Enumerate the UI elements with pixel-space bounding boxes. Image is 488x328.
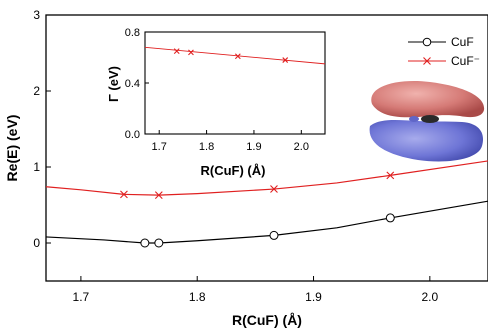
main-series-0-point	[385, 213, 395, 223]
legend-entry-cuf: CuF	[408, 35, 474, 49]
main-y-tick-label: 3	[33, 8, 40, 22]
inset-x-tick-label: 1.7	[152, 141, 167, 153]
main-x-tick-label: 1.8	[189, 290, 206, 304]
main-series-0-point	[269, 230, 279, 240]
inset-series-0-point	[282, 57, 289, 63]
orbital-atom-small-lobe	[409, 116, 419, 122]
legend-label-cuf: CuF	[451, 35, 474, 49]
main-x-tick-label: 1.9	[305, 290, 322, 304]
inset-x-tick-label: 1.9	[246, 141, 261, 153]
inset-y-tick-label: 0.0	[125, 129, 140, 141]
inset-x-ticks: 1.7 1.8 1.9 2.0	[152, 130, 309, 153]
main-x-tick-label: 1.7	[73, 290, 90, 304]
inset-y-tick-label: 0.8	[125, 27, 140, 39]
main-plot-area: 1.7 1.8 1.9 2.0 0 1 2 3	[33, 8, 488, 304]
main-series-1-point	[154, 191, 163, 200]
main-x-axis-label: R(CuF) (Å)	[232, 312, 302, 328]
legend-label-cuf-anion: CuF⁻	[451, 54, 480, 68]
main-series-group	[45, 160, 488, 248]
orbital-lobe-red	[371, 80, 485, 118]
main-series-1-point	[120, 190, 128, 199]
inset-series-0-point	[173, 48, 180, 55]
main-y-tick-label: 0	[33, 236, 40, 250]
main-x-ticks: 1.7 1.8 1.9 2.0	[73, 276, 439, 304]
main-y-tick-label: 1	[33, 160, 40, 174]
inset-y-ticks: 0.0 0.4 0.8	[125, 27, 149, 141]
inset-y-axis-label: Γ (eV)	[106, 66, 121, 102]
legend-marker-cuf	[422, 37, 432, 47]
main-x-tick-label: 2.0	[421, 290, 438, 304]
inset-x-axis-label: R(CuF) (Å)	[201, 163, 266, 178]
legend: CuF CuF⁻	[408, 35, 480, 68]
main-plot-frame	[45, 14, 488, 282]
main-y-ticks: 0 1 2 3	[33, 8, 51, 250]
main-series-1-point	[386, 171, 395, 180]
main-y-tick-label: 2	[33, 84, 40, 98]
orbital-atom-core	[421, 115, 439, 123]
main-series-0-point	[140, 238, 150, 248]
orbital-lobe-blue	[369, 120, 484, 162]
inset-plot-frame	[144, 31, 326, 135]
inset-plot: 1.7 1.8 1.9 2.0 0.0 0.4 0.8 R(CuF) (Å) Γ (eV)	[106, 27, 326, 178]
main-series-1-point	[270, 185, 278, 193]
inset-x-tick-label: 2.0	[294, 141, 309, 153]
inset-series-0-point	[234, 53, 241, 60]
main-series-1-line	[45, 160, 488, 196]
inset-series-group	[144, 46, 326, 65]
molecular-orbital-image	[369, 80, 485, 162]
main-series-0-point	[154, 238, 164, 248]
legend-marker-cuf-anion	[423, 57, 431, 65]
main-y-axis-label: Re(E) (eV)	[4, 115, 20, 182]
inset-y-tick-label: 0.4	[125, 78, 140, 90]
inset-series-0-point	[188, 49, 194, 56]
legend-entry-cuf-anion: CuF⁻	[408, 54, 480, 68]
inset-x-tick-label: 1.8	[199, 141, 214, 153]
main-series-0-line	[45, 200, 488, 244]
